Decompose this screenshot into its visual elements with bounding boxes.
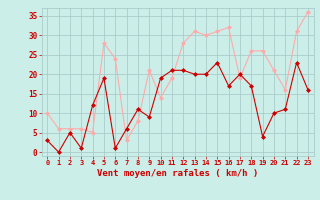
X-axis label: Vent moyen/en rafales ( km/h ): Vent moyen/en rafales ( km/h ): [97, 169, 258, 178]
